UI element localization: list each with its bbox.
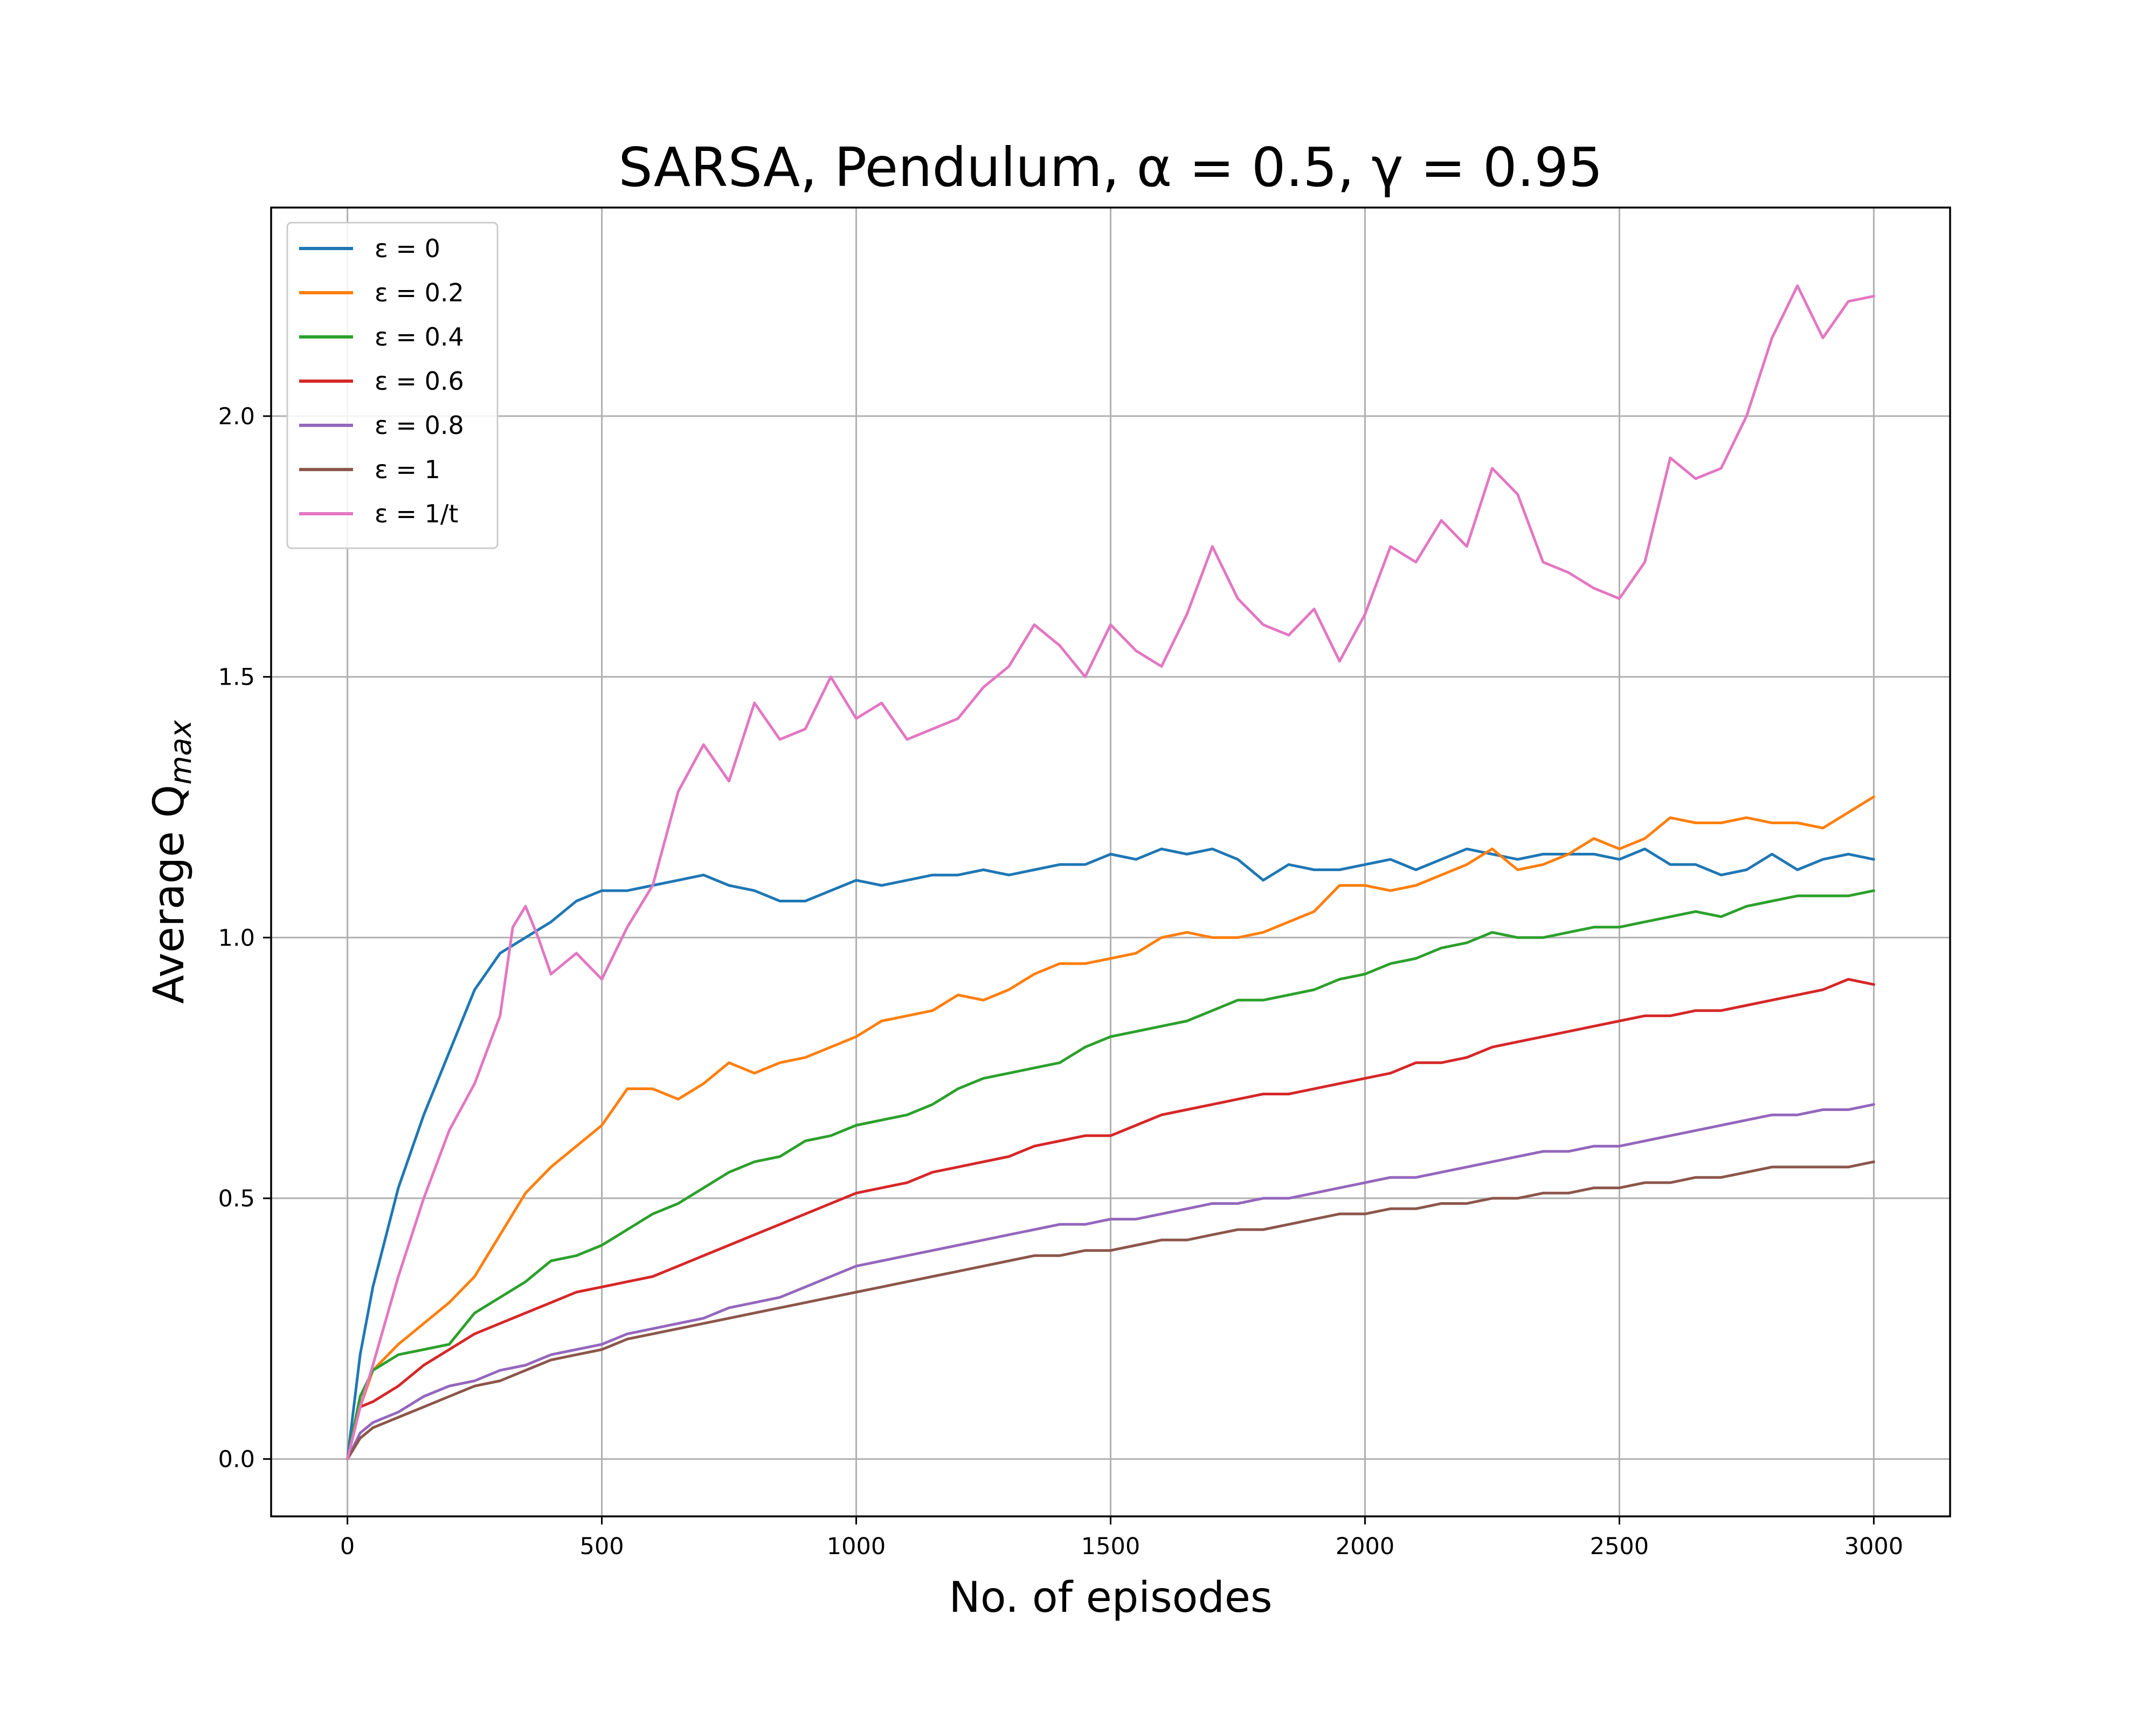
series-line-3 [346, 978, 1875, 1461]
y-axis-label-main: Average Q [145, 785, 194, 1004]
x-tick-label: 2500 [1590, 1533, 1649, 1560]
y-axis-label: Average Qmax [145, 720, 198, 1004]
chart-title: SARSA, Pendulum, α = 0.5, γ = 0.95 [618, 136, 1602, 199]
legend: ε = 0 ε = 0.2 ε = 0.4 ε = 0.6 ε = 0.8 ε = 1 ε … [286, 222, 499, 549]
x-tick-label: 500 [580, 1533, 624, 1560]
y-tick-label: 0.5 [218, 1185, 255, 1212]
x-axis-label: No. of episodes [949, 1574, 1273, 1622]
x-tick-label: 1000 [827, 1533, 886, 1560]
legend-label-4: ε = 0.8 [375, 411, 464, 440]
x-tick-label: 2000 [1336, 1533, 1394, 1560]
y-tick-label: 1.0 [218, 924, 255, 951]
legend-label-2: ε = 0.4 [375, 322, 464, 351]
series-line-5 [346, 1160, 1875, 1461]
series-line-0 [346, 847, 1875, 1461]
y-tick-label: 1.5 [218, 664, 255, 691]
y-tick-label: 0.0 [218, 1446, 255, 1473]
y-axis-label-subscript: max [163, 720, 198, 784]
series-line-1 [346, 795, 1875, 1461]
legend-label-0: ε = 0 [375, 234, 440, 263]
x-tick-label: 1500 [1081, 1533, 1140, 1560]
axis-ticks: 0 500 1000 1500 2000 2500 3000 0.0 0.5 1.0 1.5 2.0 [218, 403, 1904, 1560]
series-line-6 [346, 284, 1875, 1461]
series-lines [346, 284, 1875, 1461]
legend-label-6: ε = 1/t [375, 499, 458, 528]
x-tick-label: 0 [340, 1533, 355, 1560]
series-line-4 [346, 1103, 1875, 1461]
x-tick-label: 3000 [1844, 1533, 1903, 1560]
y-tick-label: 2.0 [218, 403, 255, 430]
grid [271, 208, 1950, 1516]
legend-box [286, 222, 499, 549]
legend-label-1: ε = 0.2 [375, 278, 464, 307]
legend-label-5: ε = 1 [375, 455, 440, 484]
legend-label-3: ε = 0.6 [375, 367, 464, 396]
series-line-2 [346, 889, 1875, 1461]
